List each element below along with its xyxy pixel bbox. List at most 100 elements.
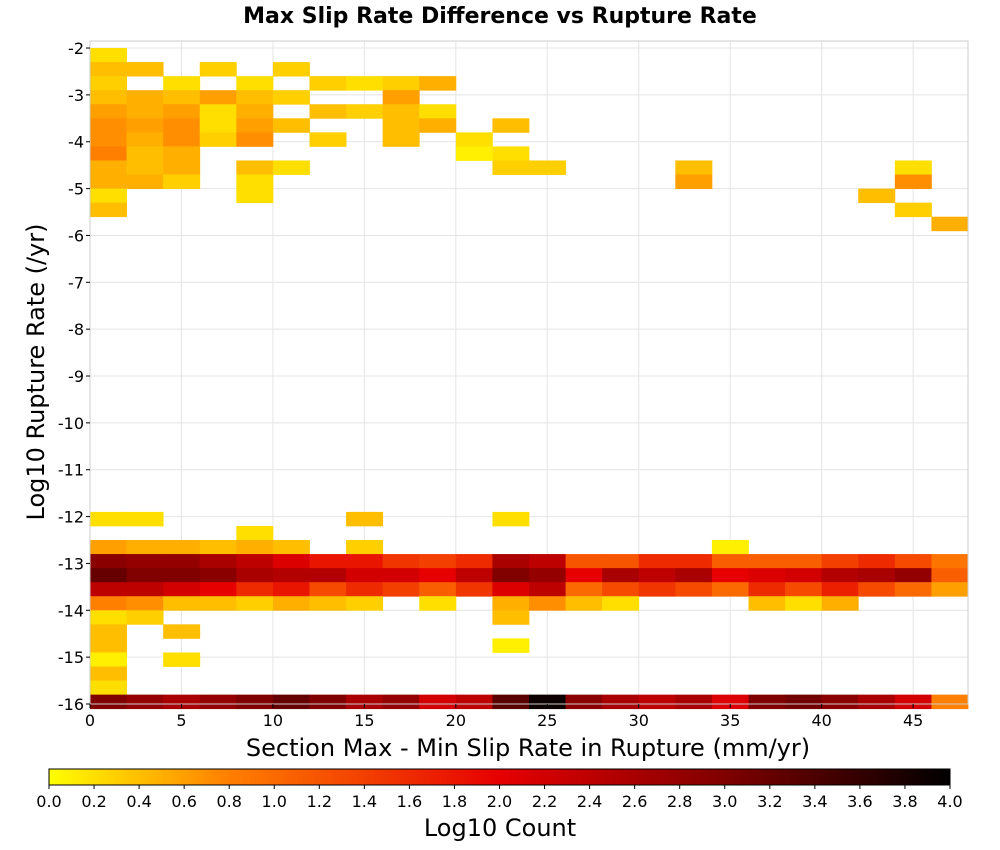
heatmap-cell	[309, 76, 347, 91]
heatmap-cell	[199, 554, 237, 569]
heatmap-cell	[236, 76, 274, 91]
heatmap-cell	[163, 540, 201, 555]
heatmap-cell	[309, 582, 347, 597]
heatmap-cell	[272, 582, 310, 597]
heatmap-cell	[163, 104, 201, 119]
heatmap-cell	[748, 554, 786, 569]
x-axis-title: Section Max - Min Slip Rate in Rupture (…	[246, 734, 810, 762]
heatmap-cell	[492, 554, 530, 569]
heatmap-cell	[346, 568, 384, 583]
colorbar-tick-label: 0.4	[126, 792, 151, 811]
heatmap-cell	[236, 582, 274, 597]
heatmap-cell	[199, 582, 237, 597]
heatmap-cell	[126, 511, 164, 527]
heatmap-cell	[90, 610, 127, 625]
heatmap-cell	[346, 554, 384, 569]
heatmap-cell	[90, 202, 127, 218]
heatmap-cell	[90, 554, 127, 569]
colorbar-tick-label: 2.4	[577, 792, 602, 811]
heatmap-cell	[163, 568, 201, 583]
heatmap-cell	[785, 582, 823, 597]
heatmap-cell	[90, 694, 127, 710]
heatmap-cell	[236, 174, 274, 189]
heatmap-cell	[565, 554, 603, 569]
heatmap-cell	[236, 568, 274, 583]
heatmap-cell	[711, 568, 749, 583]
heatmap-cell	[565, 582, 603, 597]
heatmap-cell	[931, 568, 969, 583]
heatmap-cell	[638, 694, 676, 710]
heatmap-cell	[163, 694, 201, 710]
heatmap-cell	[382, 132, 420, 147]
heatmap-cell	[382, 90, 420, 105]
heatmap-cell	[492, 610, 530, 625]
heatmap-cell	[894, 554, 932, 569]
heatmap-cell	[199, 90, 237, 105]
heatmap-cell	[126, 596, 164, 611]
heatmap-cell	[126, 132, 164, 147]
colorbar-tick-label: 3.0	[712, 792, 737, 811]
heatmap-cell	[90, 638, 127, 653]
heatmap-cell	[90, 511, 127, 527]
heatmap-cell	[894, 202, 932, 218]
heatmap-cell	[821, 568, 859, 583]
heatmap-cell	[126, 90, 164, 105]
y-tick-label: -8	[68, 320, 84, 339]
heatmap-cell	[602, 582, 640, 597]
heatmap-cell	[90, 160, 127, 175]
heatmap-cell	[455, 554, 493, 569]
heatmap-cell	[382, 554, 420, 569]
heatmap-cell	[382, 568, 420, 583]
y-axis-title: Log10 Rupture Rate (/yr)	[22, 224, 50, 521]
heatmap-cell	[272, 540, 310, 555]
heatmap-cell	[455, 582, 493, 597]
heatmap-cell	[126, 160, 164, 175]
heatmap-cell	[90, 188, 127, 204]
colorbar-tick-label: 2.2	[532, 792, 557, 811]
heatmap-cell	[272, 160, 310, 175]
heatmap-cell	[821, 694, 859, 710]
y-tick-label: -11	[58, 461, 84, 480]
heatmap-cell	[492, 568, 530, 583]
heatmap-cell	[492, 638, 530, 653]
y-tick-label: -15	[58, 648, 84, 667]
heatmap-cell	[236, 540, 274, 555]
chart-title: Max Slip Rate Difference vs Rupture Rate	[243, 4, 757, 29]
colorbar-tick-label: 1.2	[307, 792, 332, 811]
heatmap-cell	[529, 582, 566, 597]
heatmap-cell	[711, 554, 749, 569]
heatmap-cell	[199, 132, 237, 147]
heatmap-cell	[382, 582, 420, 597]
heatmap-cell	[785, 596, 823, 611]
x-tick-label: 15	[354, 711, 374, 730]
heatmap-cell	[638, 568, 676, 583]
heatmap-cell	[785, 568, 823, 583]
heatmap-cell	[346, 582, 384, 597]
y-tick-label: -5	[68, 180, 84, 199]
heatmap-cell	[236, 188, 274, 204]
x-tick-label: 30	[629, 711, 649, 730]
heatmap-cell	[675, 582, 713, 597]
heatmap-cell	[272, 554, 310, 569]
heatmap-cell	[90, 540, 127, 555]
heatmap-cell	[565, 596, 603, 611]
heatmap-cell	[199, 104, 237, 119]
heatmap-cell	[638, 582, 676, 597]
heatmap-cell	[236, 554, 274, 569]
heatmap-cell	[199, 540, 237, 555]
heatmap-cell	[858, 188, 896, 204]
heatmap-cell	[492, 118, 530, 133]
heatmap-cell	[419, 694, 457, 710]
heatmap-cell	[931, 216, 969, 232]
heatmap-cell	[602, 596, 640, 611]
colorbar-ticks: 0.0 0.2 0.4 0.6 0.8 1.0 1.2 1.4 1.6 1.8 2.0 2.2 2.4 2…	[36, 785, 963, 811]
heatmap-cell	[236, 160, 274, 175]
heatmap-cell	[199, 596, 237, 611]
heatmap-cell	[419, 76, 457, 91]
heatmap-cell	[199, 118, 237, 133]
x-tick-label: 40	[811, 711, 831, 730]
heatmap-cell	[529, 554, 566, 569]
heatmap-cell	[346, 511, 384, 527]
y-tick-label: -6	[68, 226, 84, 245]
